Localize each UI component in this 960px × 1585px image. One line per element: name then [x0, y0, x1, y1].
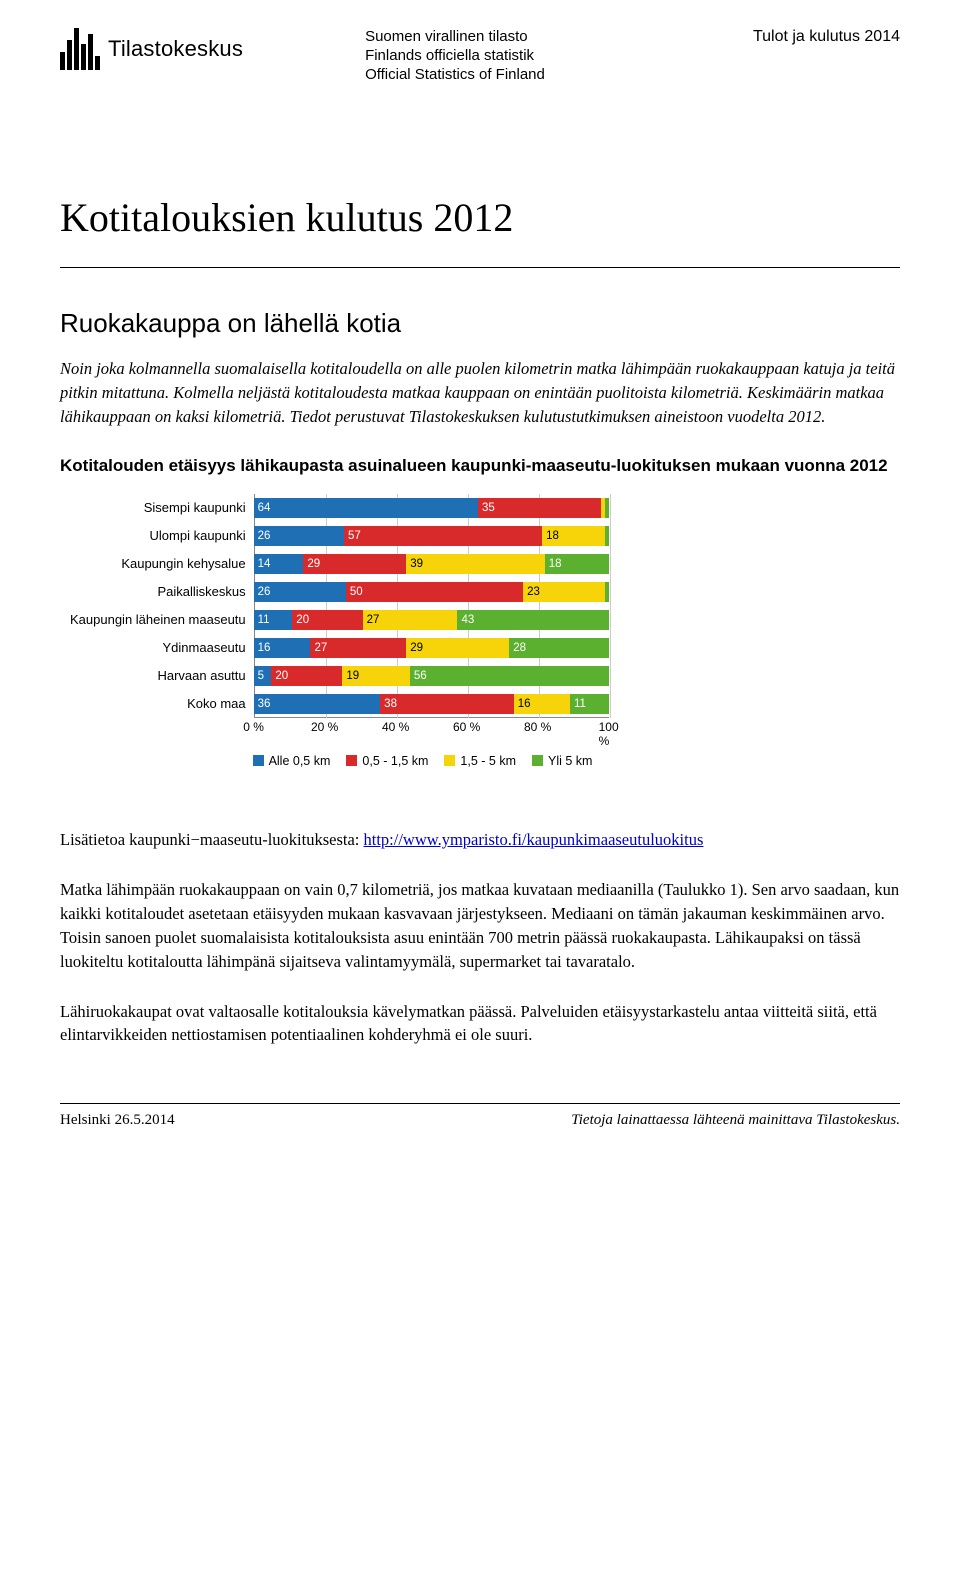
bar-segment: 14 — [254, 554, 304, 574]
bar-segment: 20 — [271, 666, 342, 686]
logo: Tilastokeskus — [60, 28, 243, 70]
page-footer: Helsinki 26.5.2014 Tietoja lainattaessa … — [60, 1103, 900, 1129]
legend-label: 1,5 - 5 km — [460, 754, 516, 768]
bar-segment: 57 — [344, 526, 542, 546]
header-left: Tilastokeskus Suomen virallinen tilasto … — [60, 28, 545, 84]
bar-segment: 29 — [303, 554, 406, 574]
bar-row: 265023 — [254, 578, 609, 606]
bar-segment: 16 — [514, 694, 570, 714]
body-paragraph: Lähiruokakaupat ovat valtaosalle kotital… — [60, 1000, 900, 1048]
x-axis-tick: 40 % — [382, 720, 409, 734]
x-axis-tick: 80 % — [524, 720, 551, 734]
bar-segment: 64 — [254, 498, 478, 518]
chart-legend: Alle 0,5 km 0,5 - 1,5 km 1,5 - 5 km Yli 5 k… — [245, 754, 600, 768]
chart-bars: 6435265718142939182650231120274316272928… — [254, 494, 609, 718]
y-axis-label: Ydinmaaseutu — [70, 634, 246, 662]
legend-label: Alle 0,5 km — [269, 754, 331, 768]
x-axis-tick: 0 % — [243, 720, 264, 734]
chart-area: Sisempi kaupunkiUlompi kaupunkiKaupungin… — [70, 494, 900, 740]
bar-row: 11202743 — [254, 606, 609, 634]
bar-row: 14293918 — [254, 550, 609, 578]
y-axis-label: Kaupungin läheinen maaseutu — [70, 606, 246, 634]
legend-item: Yli 5 km — [532, 754, 592, 768]
classification-link[interactable]: http://www.ymparisto.fi/kaupunkimaaseutu… — [364, 830, 704, 849]
official-line: Finlands officiella statistik — [365, 47, 545, 66]
legend-swatch — [346, 755, 357, 766]
bar-segment: 20 — [292, 610, 362, 630]
bar-segment: 36 — [254, 694, 381, 714]
legend-item: 1,5 - 5 km — [444, 754, 516, 768]
bar-segment: 26 — [254, 526, 344, 546]
bar-segment: 19 — [342, 666, 409, 686]
bar-segment: 11 — [570, 694, 609, 714]
logo-text: Tilastokeskus — [108, 36, 243, 62]
bar-row: 16272928 — [254, 634, 609, 662]
y-axis-label: Koko maa — [70, 690, 246, 718]
x-axis-tick: 60 % — [453, 720, 480, 734]
legend-label: Yli 5 km — [548, 754, 592, 768]
link-intro: Lisätietoa kaupunki−maaseutu-luokitukses… — [60, 830, 364, 849]
legend-swatch — [444, 755, 455, 766]
bar-row: 265718 — [254, 522, 609, 550]
logo-bars-icon — [60, 28, 100, 70]
topic-label: Tulot ja kulutus 2014 — [753, 28, 900, 46]
page-title: Kotitalouksien kulutus 2012 — [60, 194, 900, 241]
legend-item: 0,5 - 1,5 km — [346, 754, 428, 768]
bar-segment: 5 — [254, 666, 272, 686]
bar-segment: 18 — [545, 554, 609, 574]
bar-segment: 23 — [523, 582, 605, 602]
bar-row: 5201956 — [254, 662, 609, 690]
bar-segment: 50 — [346, 582, 523, 602]
body-paragraph: Matka lähimpään ruokakauppaan on vain 0,… — [60, 878, 900, 974]
x-axis-tick: 100 % — [599, 720, 619, 748]
bar-segment: 39 — [406, 554, 544, 574]
official-titles: Suomen virallinen tilasto Finlands offic… — [365, 28, 545, 84]
chart-title: Kotitalouden etäisyys lähikaupasta asuin… — [60, 455, 900, 478]
chart-y-labels: Sisempi kaupunkiUlompi kaupunkiKaupungin… — [70, 494, 254, 740]
bar-row: 36381611 — [254, 690, 609, 718]
link-paragraph: Lisätietoa kaupunki−maaseutu-luokitukses… — [60, 828, 900, 852]
official-line: Official Statistics of Finland — [365, 66, 545, 85]
bar-segment: 29 — [406, 638, 509, 658]
bar-segment: 26 — [254, 582, 346, 602]
y-axis-label: Paikalliskeskus — [70, 578, 246, 606]
divider — [60, 267, 900, 268]
section-subtitle: Ruokakauppa on lähellä kotia — [60, 308, 900, 339]
page-header: Tilastokeskus Suomen virallinen tilasto … — [60, 28, 900, 84]
bar-segment: 18 — [542, 526, 605, 546]
bar-segment — [605, 498, 609, 518]
bar-segment: 11 — [254, 610, 293, 630]
bar-segment: 28 — [509, 638, 608, 658]
legend-item: Alle 0,5 km — [253, 754, 331, 768]
intro-paragraph: Noin joka kolmannella suomalaisella koti… — [60, 357, 900, 429]
footer-date: Helsinki 26.5.2014 — [60, 1112, 175, 1129]
bar-segment: 35 — [478, 498, 601, 518]
bar-segment — [605, 526, 609, 546]
bar-segment — [605, 582, 609, 602]
bar-segment: 27 — [310, 638, 406, 658]
official-line: Suomen virallinen tilasto — [365, 28, 545, 47]
legend-label: 0,5 - 1,5 km — [362, 754, 428, 768]
bar-row: 6435 — [254, 494, 609, 522]
bar-segment: 16 — [254, 638, 311, 658]
y-axis-label: Kaupungin kehysalue — [70, 550, 246, 578]
y-axis-label: Ulompi kaupunki — [70, 522, 246, 550]
bar-segment: 27 — [363, 610, 458, 630]
legend-swatch — [253, 755, 264, 766]
x-axis-tick: 20 % — [311, 720, 338, 734]
bar-segment: 43 — [457, 610, 608, 630]
footer-attribution: Tietoja lainattaessa lähteenä mainittava… — [571, 1112, 900, 1129]
y-axis-label: Harvaan asuttu — [70, 662, 246, 690]
legend-swatch — [532, 755, 543, 766]
chart-x-ticks: 0 %20 %40 %60 %80 %100 % — [254, 720, 609, 740]
chart: Sisempi kaupunkiUlompi kaupunkiKaupungin… — [70, 494, 900, 768]
bar-segment: 56 — [410, 666, 609, 686]
bar-segment: 38 — [380, 694, 514, 714]
chart-plot: 6435265718142939182650231120274316272928… — [254, 494, 609, 740]
y-axis-label: Sisempi kaupunki — [70, 494, 246, 522]
